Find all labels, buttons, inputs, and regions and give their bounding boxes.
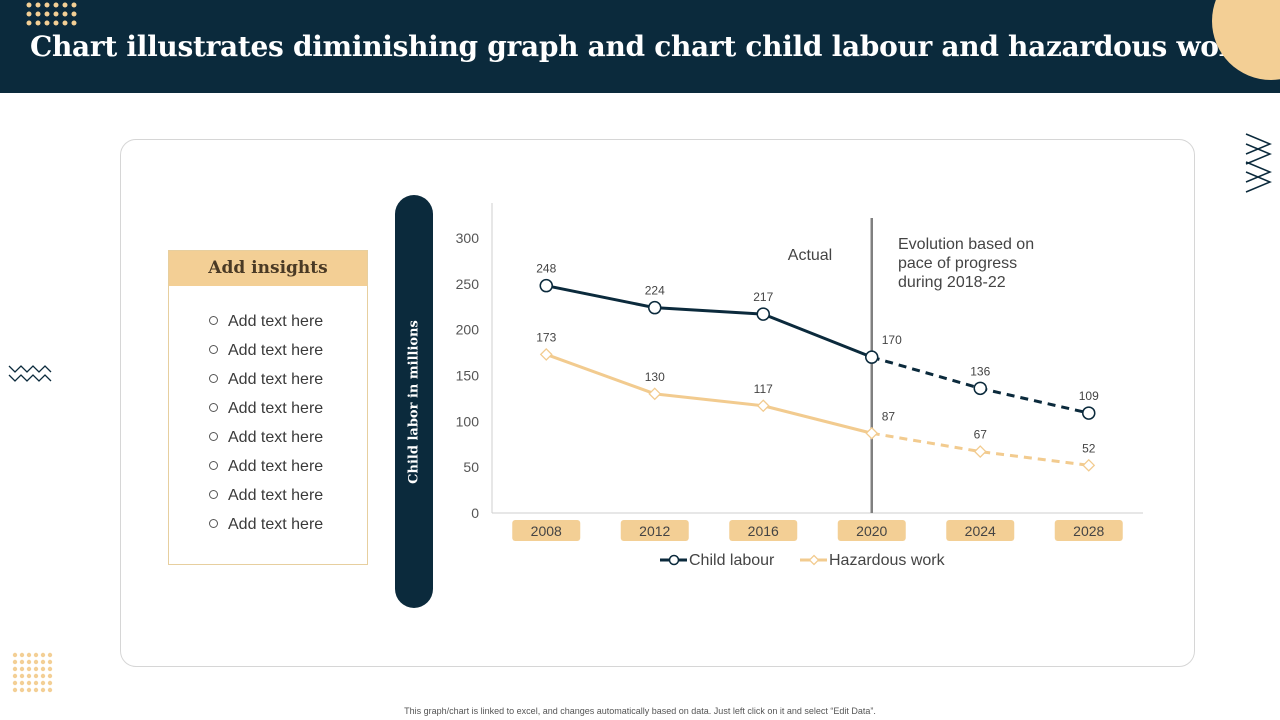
insight-item: Add text here <box>209 400 367 429</box>
data-point <box>1082 406 1096 420</box>
projection-annotation: pace of progress <box>898 255 1017 272</box>
series-line-actual <box>545 284 873 359</box>
insights-heading: Add insights <box>169 251 367 286</box>
legend-marker <box>668 554 680 566</box>
series-line-projected <box>871 431 1089 467</box>
circle-bullet-icon <box>209 432 218 442</box>
circle-bullet-icon <box>209 316 218 326</box>
circle-bullet-icon <box>209 490 218 500</box>
data-point <box>973 445 987 459</box>
x-category-pill <box>620 520 689 541</box>
data-label: 217 <box>753 290 773 304</box>
decorative-dots-top <box>26 2 77 26</box>
series-line-actual <box>545 353 873 435</box>
actual-annotation: Actual <box>788 247 832 264</box>
y-tick-label: 200 <box>456 322 480 338</box>
insight-item: Add text here <box>209 429 367 458</box>
circle-bullet-icon <box>209 461 218 471</box>
data-label: 87 <box>882 409 896 423</box>
y-tick-label: 250 <box>456 276 480 292</box>
circle-bullet-icon <box>209 403 218 413</box>
y-tick-label: 50 <box>463 459 479 475</box>
data-label: 67 <box>974 428 988 442</box>
y-tick-label: 100 <box>456 413 480 429</box>
insights-panel: Add insights Add text here Add text here… <box>168 250 368 565</box>
data-label: 130 <box>645 370 665 384</box>
projection-annotation: during 2018-22 <box>898 274 1006 291</box>
decorative-dots-bottom <box>12 652 53 693</box>
data-point <box>539 347 553 361</box>
data-point <box>756 399 770 413</box>
x-category-pill <box>946 520 1015 541</box>
data-point <box>973 381 987 396</box>
insight-item: Add text here <box>209 371 367 400</box>
insight-text: Add text here <box>228 313 324 330</box>
data-label: 52 <box>1082 441 1096 455</box>
data-label: 117 <box>754 382 773 396</box>
insight-item: Add text here <box>209 487 367 516</box>
data-point <box>648 387 662 401</box>
x-category-pill <box>729 520 798 541</box>
x-category-pill <box>1054 520 1123 541</box>
insight-item: Add text here <box>209 342 367 371</box>
insight-text: Add text here <box>228 342 324 359</box>
data-label: 136 <box>970 364 990 378</box>
zigzag-decoration-left <box>8 365 52 382</box>
insight-item: Add text here <box>209 313 367 342</box>
insight-text: Add text here <box>228 371 324 388</box>
data-point <box>539 278 553 293</box>
x-category-pill <box>837 520 906 541</box>
circle-bullet-icon <box>209 374 218 384</box>
data-point <box>648 300 662 315</box>
header-bar: Chart illustrates diminishing graph and … <box>0 0 1280 93</box>
y-tick-label: 0 <box>471 505 479 521</box>
zigzag-decoration-right <box>1245 133 1272 193</box>
data-point <box>756 307 770 321</box>
x-tick-label: 2012 <box>639 523 670 539</box>
insight-item: Add text here <box>209 458 367 487</box>
x-tick-label: 2020 <box>856 523 887 539</box>
data-point <box>865 426 879 440</box>
data-label: 173 <box>536 330 556 344</box>
y-tick-label: 300 <box>456 230 480 246</box>
data-label: 170 <box>882 333 902 347</box>
insight-text: Add text here <box>228 429 324 446</box>
footnote: This graph/chart is linked to excel, and… <box>404 706 876 716</box>
insight-text: Add text here <box>228 400 324 417</box>
y-axis-label-pill: Child labor in millions <box>395 195 433 608</box>
insight-text: Add text here <box>228 487 324 504</box>
page-title: Chart illustrates diminishing graph and … <box>30 30 1253 63</box>
x-tick-label: 2008 <box>531 523 562 539</box>
data-point <box>865 350 879 364</box>
insights-list: Add text here Add text here Add text her… <box>169 286 367 545</box>
x-category-pill <box>512 520 581 541</box>
data-label: 109 <box>1079 389 1099 403</box>
insight-text: Add text here <box>228 458 324 475</box>
insight-text: Add text here <box>228 516 324 533</box>
y-tick-label: 150 <box>456 368 480 384</box>
insight-item: Add text here <box>209 516 367 545</box>
projection-annotation: Evolution based on <box>898 236 1034 253</box>
legend-label: Child labour <box>689 552 775 569</box>
x-tick-label: 2024 <box>965 523 996 539</box>
x-tick-label: 2028 <box>1073 523 1104 539</box>
legend-marker <box>808 554 820 566</box>
circle-bullet-icon <box>209 345 218 355</box>
data-label: 248 <box>536 262 556 276</box>
x-tick-label: 2016 <box>748 523 779 539</box>
circle-bullet-icon <box>209 519 218 529</box>
data-point <box>1082 458 1096 472</box>
data-label: 224 <box>645 284 665 298</box>
legend-label: Hazardous work <box>829 552 946 569</box>
